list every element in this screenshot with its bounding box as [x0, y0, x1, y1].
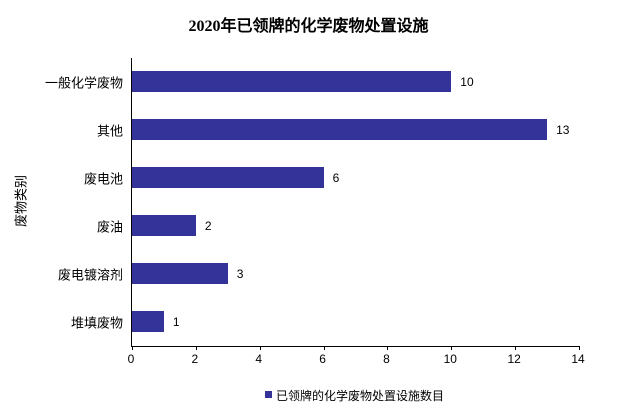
x-axis-tick	[323, 346, 325, 350]
legend-marker-icon	[264, 391, 272, 398]
value-label: 13	[556, 123, 570, 137]
x-axis-tick-label: 10	[443, 352, 457, 366]
category-label: 一般化学废物	[44, 75, 123, 91]
x-axis-tick-label: 4	[255, 352, 263, 366]
x-axis-tick-label: 0	[127, 352, 135, 366]
bar	[132, 119, 548, 140]
x-axis-tick	[515, 346, 517, 350]
category-label: 其他	[96, 123, 123, 139]
x-axis-tick	[579, 346, 580, 350]
x-axis-tick	[387, 346, 389, 350]
x-axis-tick-label: 12	[507, 352, 521, 366]
value-label: 10	[460, 75, 474, 89]
legend: 已领牌的化学废物处置设施数目	[131, 388, 578, 403]
plot-area: 一般化学废物 10 其他 13 废电池 6 废油 2 废电镀溶剂 3 堆填废物 1	[45, 58, 580, 350]
bar-row: 堆填废物 1	[71, 298, 579, 346]
category-label: 废油	[96, 219, 123, 235]
x-axis-tick-label: 2	[191, 352, 199, 366]
category-label: 废电镀溶剂	[57, 267, 123, 283]
bar-row: 废电池 6	[84, 154, 579, 202]
x-axis-tick-label: 8	[383, 352, 390, 366]
chart-title: 2020年已领牌的化学废物处置设施	[188, 18, 429, 35]
bar	[132, 215, 196, 236]
x-axis-tick	[195, 346, 197, 350]
bar	[132, 71, 452, 92]
value-label: 3	[236, 267, 244, 281]
x-axis-tick-label: 14	[571, 352, 585, 366]
y-axis-title: 废物类别	[13, 174, 29, 228]
value-label: 6	[332, 171, 340, 185]
x-axis-labels: 0 2 4 6 8 10 12 14	[127, 352, 585, 366]
bar	[132, 311, 164, 332]
x-axis-tick	[132, 346, 133, 350]
x-axis-tick	[451, 346, 453, 350]
category-label: 废电池	[83, 171, 123, 187]
x-axis-tick-label: 6	[319, 352, 326, 366]
value-label: 1	[172, 315, 180, 329]
bar-row: 其他 13	[97, 106, 579, 154]
bar-row: 废油 2	[97, 202, 579, 250]
bar-row: 一般化学废物 10	[45, 58, 579, 106]
bar-row: 废电镀溶剂 3	[58, 250, 579, 298]
x-axis-tick	[259, 346, 261, 350]
value-label: 2	[204, 219, 212, 233]
bar	[132, 263, 228, 284]
category-label: 堆填废物	[70, 315, 123, 331]
legend-label: 已领牌的化学废物处置设施数目	[275, 388, 444, 403]
bar	[132, 167, 324, 188]
